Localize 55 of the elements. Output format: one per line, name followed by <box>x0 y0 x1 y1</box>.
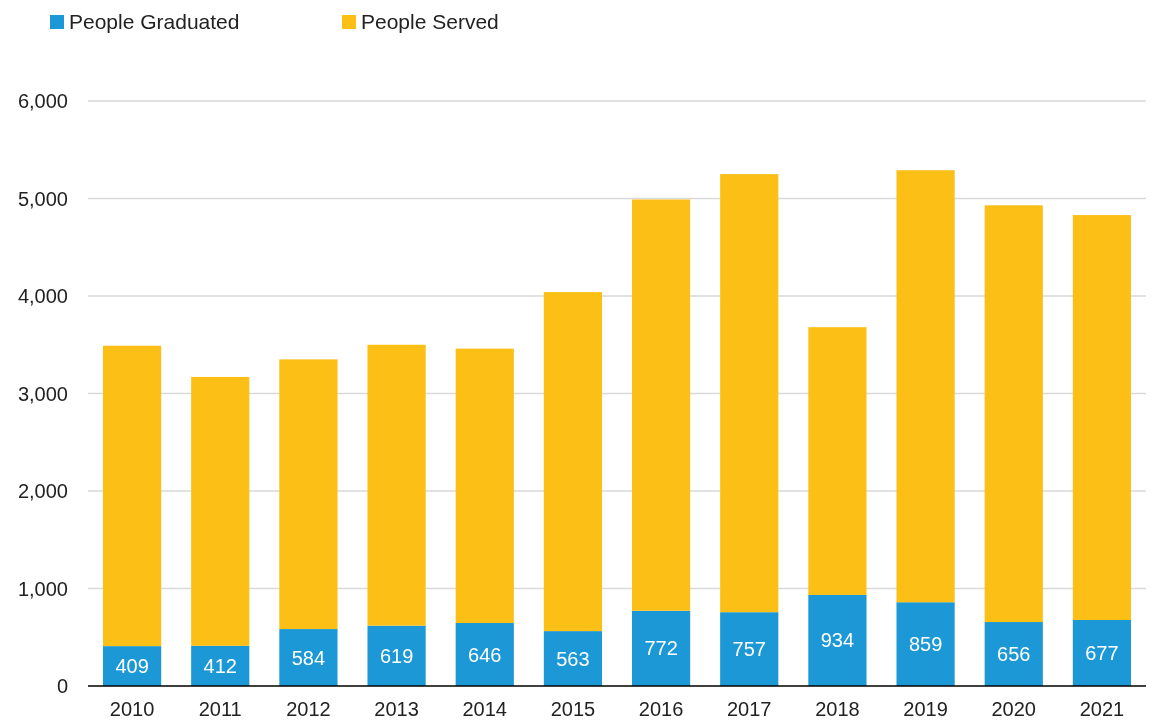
data-label: 859 <box>908 633 943 656</box>
legend-label: People Graduated <box>69 10 240 34</box>
bar <box>279 629 338 686</box>
data-label: 409 <box>115 655 149 678</box>
x-tick-label: 2021 <box>1079 698 1125 720</box>
data-label: 619 <box>379 644 414 667</box>
bar <box>631 610 691 686</box>
y-tick-label: 4,000 <box>17 285 68 307</box>
bar <box>455 348 514 624</box>
x-tick-label: 2016 <box>638 698 684 720</box>
bar <box>102 345 162 647</box>
data-label: 563 <box>556 647 590 670</box>
bar <box>543 292 603 632</box>
data-label: 772 <box>644 637 678 660</box>
bar <box>720 174 779 613</box>
x-tick-label: 2011 <box>198 698 242 720</box>
data-label: 934 <box>820 629 855 652</box>
bar <box>1072 619 1132 686</box>
data-label: 646 <box>468 643 502 666</box>
y-tick-label: 2,000 <box>17 480 68 502</box>
x-tick-label: 2015 <box>550 698 596 720</box>
x-tick-label: 2012 <box>286 698 331 720</box>
bar <box>367 625 426 686</box>
bar <box>279 359 338 630</box>
x-tick-label: 2013 <box>374 698 419 720</box>
data-label: 677 <box>1085 642 1119 664</box>
y-tick-label: 1,000 <box>17 577 68 600</box>
data-label: 656 <box>997 643 1031 666</box>
bar <box>367 344 426 626</box>
x-tick-label: 2020 <box>991 698 1036 720</box>
data-label: 412 <box>203 654 237 677</box>
bar <box>543 631 603 686</box>
bar <box>191 376 250 646</box>
bar <box>896 170 955 603</box>
bar <box>631 199 691 611</box>
legend-label: People Served <box>361 10 499 34</box>
bar <box>1072 215 1132 620</box>
y-tick-label: 3,000 <box>17 382 68 405</box>
x-tick-label: 2019 <box>903 698 948 720</box>
bar <box>896 602 955 686</box>
y-tick-label: 0 <box>56 675 68 697</box>
y-tick-label: 5,000 <box>17 187 68 210</box>
x-tick-label: 2014 <box>462 698 507 720</box>
bar <box>455 623 514 686</box>
x-tick-label: 2018 <box>815 698 860 720</box>
data-label: 757 <box>732 638 766 661</box>
x-tick-label: 2017 <box>727 698 772 720</box>
y-tick-label: 6,000 <box>17 90 68 112</box>
data-label: 584 <box>291 646 326 669</box>
bar <box>720 612 779 686</box>
bar <box>808 594 867 686</box>
bar <box>984 205 1043 623</box>
x-tick-label: 2010 <box>109 698 155 720</box>
bar <box>984 622 1043 686</box>
bar <box>808 327 867 595</box>
